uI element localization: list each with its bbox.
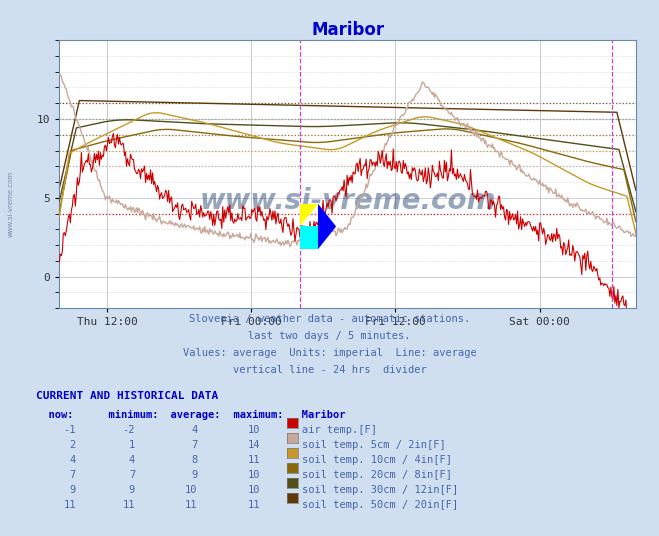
Text: 11: 11	[63, 500, 76, 510]
Text: CURRENT AND HISTORICAL DATA: CURRENT AND HISTORICAL DATA	[36, 391, 219, 401]
Polygon shape	[300, 227, 318, 249]
Text: 9: 9	[70, 485, 76, 495]
Polygon shape	[318, 204, 336, 249]
Text: 2: 2	[70, 440, 76, 450]
Text: soil temp. 5cm / 2in[F]: soil temp. 5cm / 2in[F]	[302, 440, 445, 450]
Text: 9: 9	[192, 470, 198, 480]
Text: 10: 10	[185, 485, 198, 495]
Text: -2: -2	[123, 425, 135, 435]
Text: 4: 4	[192, 425, 198, 435]
Text: 11: 11	[185, 500, 198, 510]
Text: air temp.[F]: air temp.[F]	[302, 425, 377, 435]
Text: 8: 8	[192, 455, 198, 465]
Text: 9: 9	[129, 485, 135, 495]
Text: 11: 11	[248, 500, 260, 510]
Text: soil temp. 30cm / 12in[F]: soil temp. 30cm / 12in[F]	[302, 485, 458, 495]
Text: Maribor: Maribor	[283, 410, 346, 420]
Text: 4: 4	[70, 455, 76, 465]
Text: www.si-vreme.com: www.si-vreme.com	[200, 187, 496, 215]
Text: 7: 7	[70, 470, 76, 480]
Text: 14: 14	[248, 440, 260, 450]
Text: 11: 11	[248, 455, 260, 465]
Text: 7: 7	[192, 440, 198, 450]
Text: Slovenia / weather data - automatic stations.: Slovenia / weather data - automatic stat…	[189, 314, 470, 324]
Text: minimum:: minimum:	[96, 410, 158, 420]
Text: vertical line - 24 hrs  divider: vertical line - 24 hrs divider	[233, 365, 426, 375]
Text: www.si-vreme.com: www.si-vreme.com	[8, 170, 14, 237]
Text: soil temp. 50cm / 20in[F]: soil temp. 50cm / 20in[F]	[302, 500, 458, 510]
Text: 10: 10	[248, 470, 260, 480]
Title: Maribor: Maribor	[311, 21, 384, 39]
Text: Values: average  Units: imperial  Line: average: Values: average Units: imperial Line: av…	[183, 348, 476, 358]
Text: maximum:: maximum:	[221, 410, 283, 420]
Text: 10: 10	[248, 425, 260, 435]
Text: soil temp. 10cm / 4in[F]: soil temp. 10cm / 4in[F]	[302, 455, 452, 465]
Text: last two days / 5 minutes.: last two days / 5 minutes.	[248, 331, 411, 341]
Polygon shape	[300, 204, 318, 227]
Text: now:: now:	[36, 410, 74, 420]
Text: 11: 11	[123, 500, 135, 510]
Text: 4: 4	[129, 455, 135, 465]
Text: average:: average:	[158, 410, 221, 420]
Text: 7: 7	[129, 470, 135, 480]
Text: 1: 1	[129, 440, 135, 450]
Text: soil temp. 20cm / 8in[F]: soil temp. 20cm / 8in[F]	[302, 470, 452, 480]
Text: -1: -1	[63, 425, 76, 435]
Text: 10: 10	[248, 485, 260, 495]
